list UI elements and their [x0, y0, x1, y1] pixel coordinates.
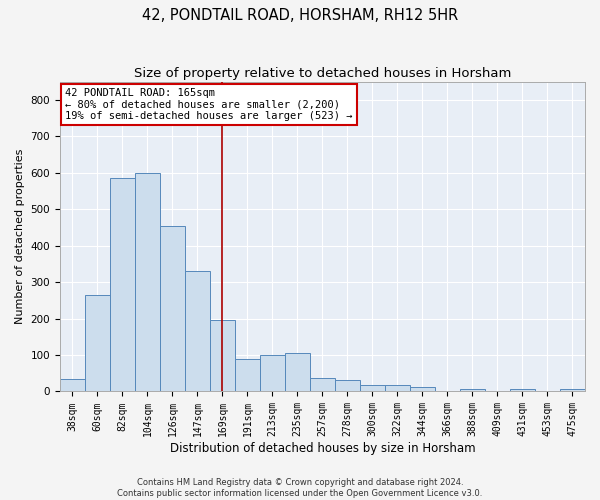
Bar — [335, 380, 360, 392]
Bar — [60, 378, 85, 392]
X-axis label: Distribution of detached houses by size in Horsham: Distribution of detached houses by size … — [170, 442, 475, 455]
Bar — [235, 358, 260, 392]
Text: 42, PONDTAIL ROAD, HORSHAM, RH12 5HR: 42, PONDTAIL ROAD, HORSHAM, RH12 5HR — [142, 8, 458, 22]
Bar — [260, 355, 285, 392]
Bar — [210, 320, 235, 392]
Bar — [185, 271, 210, 392]
Bar — [310, 378, 335, 392]
Bar — [160, 226, 185, 392]
Bar — [385, 386, 410, 392]
Bar — [360, 386, 385, 392]
Y-axis label: Number of detached properties: Number of detached properties — [15, 149, 25, 324]
Bar — [460, 389, 485, 392]
Bar — [110, 178, 135, 392]
Bar — [85, 295, 110, 392]
Bar — [285, 353, 310, 392]
Title: Size of property relative to detached houses in Horsham: Size of property relative to detached ho… — [134, 68, 511, 80]
Bar — [510, 388, 535, 392]
Text: 42 PONDTAIL ROAD: 165sqm
← 80% of detached houses are smaller (2,200)
19% of sem: 42 PONDTAIL ROAD: 165sqm ← 80% of detach… — [65, 88, 353, 121]
Bar — [135, 173, 160, 392]
Bar — [410, 387, 435, 392]
Text: Contains HM Land Registry data © Crown copyright and database right 2024.
Contai: Contains HM Land Registry data © Crown c… — [118, 478, 482, 498]
Bar — [560, 388, 585, 392]
